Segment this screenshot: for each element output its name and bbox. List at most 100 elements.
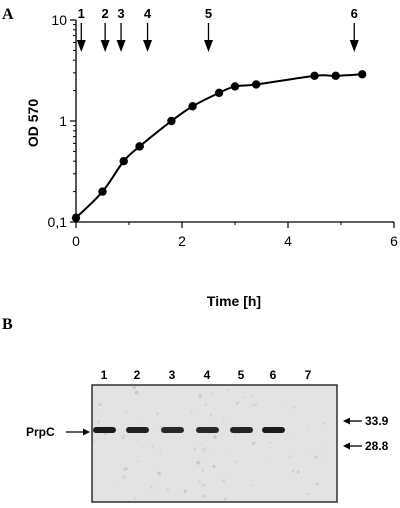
- blot-speck: [315, 482, 319, 486]
- size-marker: 33.9: [343, 414, 389, 428]
- blot-speck: [159, 452, 162, 454]
- lane-labels: 1 2 3 4 5 6 7: [101, 368, 312, 382]
- sampling-arrow-2: 2: [100, 6, 110, 52]
- blot-speck: [133, 497, 137, 500]
- sampling-arrow-head: [349, 40, 359, 52]
- blot-speck: [111, 485, 114, 488]
- data-points: [71, 70, 367, 223]
- blot-speck: [323, 422, 326, 425]
- blot-speck: [265, 458, 268, 461]
- blot-membrane: [91, 384, 338, 503]
- blot-speck: [202, 494, 207, 499]
- blot-speck: [125, 411, 128, 414]
- chart-axes: [70, 19, 395, 228]
- blot-speck: [243, 395, 246, 398]
- blot-speck: [156, 412, 160, 416]
- blot-speck: [297, 470, 300, 474]
- blot-speck: [223, 497, 227, 501]
- blot-speck: [283, 401, 286, 404]
- blot-speck: [242, 397, 244, 399]
- blot-speck: [124, 467, 128, 471]
- blot-speck: [196, 460, 201, 465]
- lane-label: 3: [169, 368, 176, 382]
- blot-speck: [220, 433, 222, 436]
- prpc-band: [196, 427, 219, 433]
- blot-speck: [138, 420, 140, 422]
- sampling-arrow-head: [143, 40, 153, 52]
- blot-speck: [226, 388, 229, 391]
- blot-speck: [254, 403, 258, 407]
- blot-speck: [98, 402, 102, 406]
- blot-speck: [212, 391, 214, 394]
- blot-speck: [202, 447, 206, 452]
- size-marker: 28.8: [343, 439, 389, 453]
- data-point: [310, 71, 319, 81]
- blot-speck: [251, 394, 254, 397]
- size-markers: 33.9 28.8: [343, 414, 389, 453]
- prpc-band: [126, 427, 149, 433]
- sampling-arrow-6: 6: [349, 6, 359, 52]
- chart-tick-labels: 0,1 1 10 0 2 4 6: [48, 12, 399, 249]
- sampling-arrow-head: [116, 40, 126, 52]
- size-marker-label: 28.8: [365, 439, 389, 453]
- prpc-band: [262, 427, 285, 433]
- blot-speck: [200, 443, 202, 445]
- size-marker-arrowhead: [343, 442, 350, 450]
- x-tick-label: 6: [390, 233, 398, 249]
- data-point: [71, 213, 81, 223]
- blot-speck: [96, 414, 98, 416]
- blot-speck: [225, 423, 227, 426]
- blot-speck: [141, 445, 144, 448]
- blot-speck: [324, 454, 327, 457]
- blot-speck: [212, 464, 216, 469]
- panel-letter-a: A: [2, 6, 14, 23]
- blot-speck: [306, 493, 309, 496]
- blot-speck: [193, 447, 197, 451]
- sampling-arrow-label: 5: [205, 6, 212, 21]
- sampling-arrow-5: 5: [204, 6, 213, 52]
- blot-speck: [150, 485, 153, 489]
- sampling-arrow-label: 2: [102, 6, 109, 21]
- x-tick-label: 2: [178, 233, 186, 249]
- blot-speck: [183, 489, 187, 493]
- data-point: [358, 70, 367, 79]
- y-tick-label: 0,1: [48, 214, 68, 230]
- size-marker-arrowhead: [343, 417, 350, 425]
- lane-label: 4: [204, 368, 211, 382]
- blot-speck: [293, 406, 296, 409]
- blot-speck: [178, 425, 180, 428]
- data-point: [167, 116, 176, 126]
- blot-speck: [234, 460, 237, 463]
- sampling-arrow-3: 3: [116, 6, 126, 52]
- blot-speck: [132, 385, 136, 390]
- blot-speck: [291, 469, 295, 473]
- blot-speck: [157, 471, 161, 476]
- blot-speck: [289, 455, 292, 458]
- data-point: [188, 102, 197, 111]
- blot-speck: [269, 441, 272, 444]
- blot-speck: [234, 436, 236, 438]
- blot-speck: [307, 425, 309, 427]
- blot-speck: [251, 441, 256, 446]
- sampling-arrow-label: 4: [144, 6, 152, 21]
- data-point: [230, 82, 240, 91]
- data-point: [119, 156, 128, 166]
- blot-speck: [202, 484, 206, 487]
- prpc-band: [230, 427, 253, 433]
- data-point: [252, 80, 261, 89]
- blot-speck: [201, 469, 204, 472]
- sampling-arrow-1: 1: [76, 6, 86, 52]
- western-blot: 1 2 3 4 5 6 7 PrpC 33.9 28.8: [26, 368, 389, 503]
- protein-label: PrpC: [26, 425, 55, 439]
- lane-label: 2: [134, 368, 141, 382]
- x-tick-label: 0: [72, 233, 80, 249]
- blot-speck: [213, 435, 217, 439]
- y-axis-title: OD 570: [25, 99, 41, 147]
- data-point: [98, 187, 107, 196]
- blot-speck: [134, 390, 136, 392]
- blot-speck: [324, 444, 326, 446]
- sampling-arrow-4: 4: [143, 6, 153, 52]
- blot-speck: [208, 433, 210, 435]
